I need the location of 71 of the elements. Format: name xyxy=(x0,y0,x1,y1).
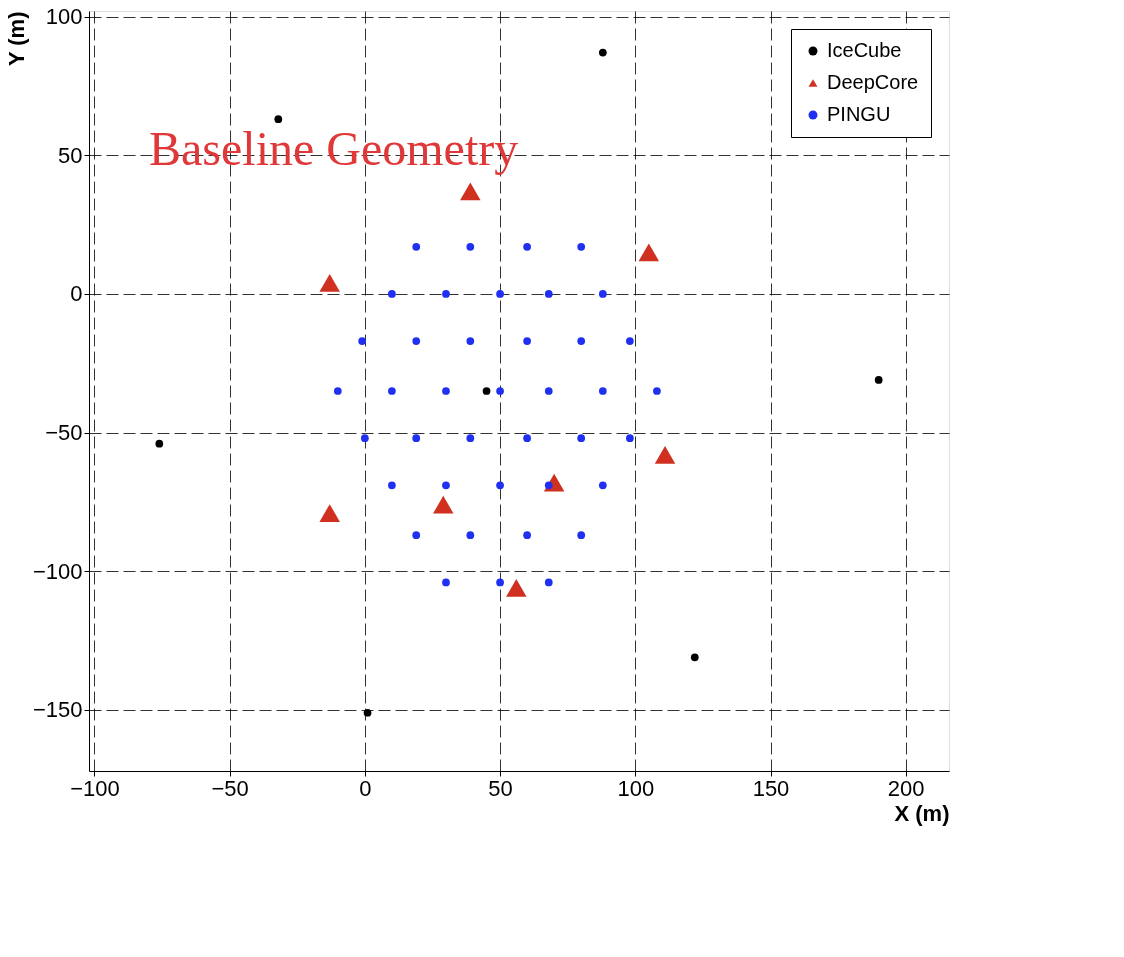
point xyxy=(363,708,372,717)
point xyxy=(598,387,607,395)
x-axis-title: X (m) xyxy=(894,800,950,826)
point xyxy=(388,481,396,490)
point xyxy=(523,337,531,345)
y-tick-label: 0 xyxy=(70,281,83,307)
point xyxy=(544,387,553,395)
x-tick-label: 100 xyxy=(617,775,655,801)
y-tick-label: −100 xyxy=(32,558,83,584)
point xyxy=(466,337,475,345)
point xyxy=(626,434,634,443)
point xyxy=(598,48,607,57)
legend-label: PINGU xyxy=(827,103,891,125)
point xyxy=(466,434,475,443)
point xyxy=(155,439,164,448)
point xyxy=(442,578,450,587)
point xyxy=(577,337,586,345)
point xyxy=(638,243,660,262)
point xyxy=(523,434,531,443)
legend-label: DeepCore xyxy=(827,71,919,93)
point xyxy=(577,531,586,540)
point xyxy=(319,504,340,522)
point xyxy=(874,376,883,384)
point xyxy=(460,182,481,201)
y-tick-label: −50 xyxy=(45,420,83,446)
x-tick-label: 0 xyxy=(359,775,372,801)
point xyxy=(653,387,661,395)
point xyxy=(496,578,504,587)
point xyxy=(412,337,421,345)
point xyxy=(496,387,504,395)
point xyxy=(388,290,396,298)
point xyxy=(319,273,340,292)
point xyxy=(654,445,676,464)
point xyxy=(442,290,450,298)
point xyxy=(442,387,450,395)
point xyxy=(412,531,421,540)
point xyxy=(482,387,491,395)
point xyxy=(523,242,531,251)
y-tick-label: −150 xyxy=(32,697,83,723)
point xyxy=(690,653,699,662)
point xyxy=(577,434,586,443)
point xyxy=(433,495,454,514)
point xyxy=(442,481,450,490)
point xyxy=(506,579,527,597)
point xyxy=(466,531,475,540)
legend-label: IceCube xyxy=(827,39,902,61)
x-tick-label: 150 xyxy=(752,775,790,801)
point xyxy=(496,290,504,298)
y-tick-label: 100 xyxy=(45,4,83,30)
point xyxy=(333,387,342,395)
point xyxy=(274,115,283,124)
x-tick-label: 50 xyxy=(488,775,513,801)
point xyxy=(544,481,553,490)
point xyxy=(523,531,531,540)
point xyxy=(598,290,607,298)
point xyxy=(360,434,369,443)
point xyxy=(412,242,421,251)
point xyxy=(412,434,421,443)
y-tick-label: 50 xyxy=(58,142,83,168)
y-axis-title: Y (m) xyxy=(3,11,29,67)
point xyxy=(388,387,396,395)
point xyxy=(496,481,504,490)
point xyxy=(544,578,553,587)
point xyxy=(577,242,586,251)
point xyxy=(626,337,634,345)
x-tick-label: −50 xyxy=(211,775,249,801)
point xyxy=(544,290,553,298)
x-tick-label: 200 xyxy=(887,775,925,801)
point xyxy=(598,481,607,490)
point xyxy=(358,337,367,345)
point xyxy=(466,242,475,251)
